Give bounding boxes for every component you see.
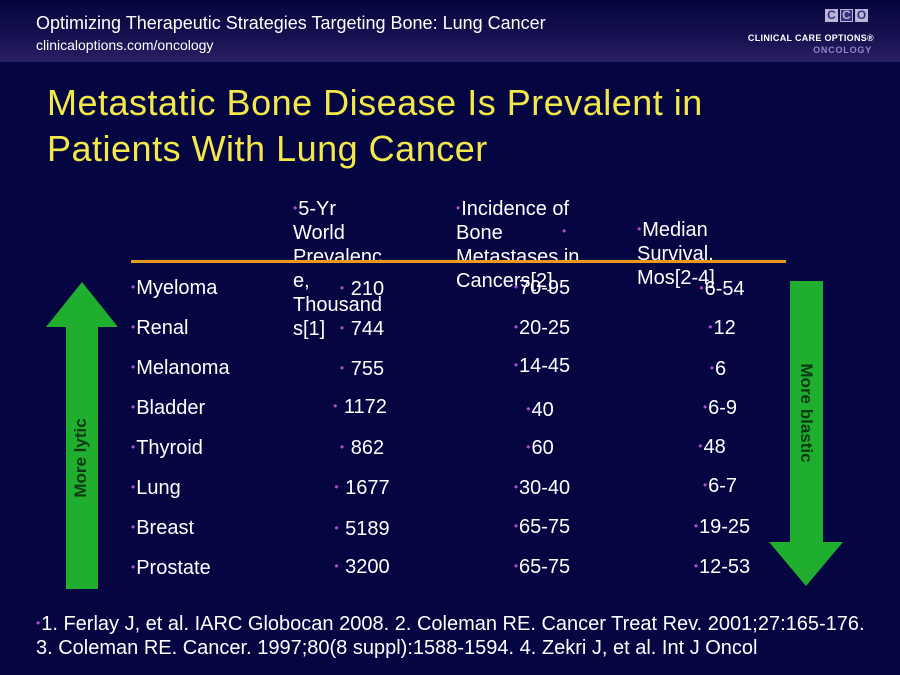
table-cell-incidence: •30-40 [513,477,571,499]
more-blastic-label: More blastic [797,363,816,463]
table-cell-survival: •19-25 [693,516,751,538]
table-cell-prevalence: • 1677 [334,477,390,499]
bullet-icon: • [702,400,708,414]
table-cell-incidence: •14-45 [513,355,571,377]
bullet-icon: • [513,280,519,294]
slide-header: Optimizing Therapeutic Strategies Target… [0,0,900,62]
table-cell-survival: •6-54 [699,278,745,300]
row-label-bladder: •Bladder [131,397,206,419]
bullet-icon: • [339,440,345,454]
bullet-icon: • [36,616,41,630]
bullet-icon: • [293,201,298,215]
table-cell-survival: •6-7 [702,475,738,497]
bullet-icon: • [513,519,519,533]
table-cell-incidence: •65-75 [513,516,571,538]
logo-letter: C [840,9,853,22]
bullet-icon: • [526,440,531,454]
table-cell-survival: •12 [708,317,736,339]
row-label-lung: •Lung [131,477,181,499]
bullet-icon: • [131,360,136,374]
up-arrow-icon [46,282,118,589]
bullet-icon: • [698,439,703,453]
bullet-icon: • [334,480,339,494]
cco-logo-mark: C C O [825,9,868,22]
bullet-icon: • [702,478,708,492]
table-cell-survival: •48 [698,436,726,458]
row-label-melanoma: •Melanoma [131,357,230,379]
table-cell-prevalence: • 862 [339,437,385,459]
bullet-icon: • [333,399,338,413]
bullet-icon: • [334,521,339,535]
bullet-icon: • [339,281,345,295]
row-label-prostate: •Prostate [131,557,211,579]
slide-title-line1: Metastatic Bone Disease Is Prevalent in [47,82,703,123]
table-cell-incidence: •65-75 [513,556,571,578]
bullet-icon: • [334,559,339,573]
table-cell-incidence: •70-95 [513,277,571,299]
logo-letter: C [825,9,838,22]
bullet-icon: • [693,559,699,573]
table-cell-survival: •6-9 [702,397,738,419]
bullet-icon: • [513,480,519,494]
table-cell-prevalence: • 1172 [333,396,387,418]
column-header-survival: •Median Survival, Mos[2-4] [637,219,715,289]
bullet-icon: • [513,320,519,334]
bullet-icon: • [131,560,136,574]
table-cell-survival: •6 [709,358,727,380]
bullet-icon: • [339,321,345,335]
bullet-icon: • [526,402,531,416]
column-header-incidence: •Incidence of Bone Metastases in Cancers… [456,198,580,292]
table-cell-incidence: •60 [526,437,554,459]
slide-title: Metastatic Bone Disease Is Prevalent in … [47,80,867,172]
logo-letter: O [855,8,868,22]
bullet-icon: • [131,440,136,454]
row-label-thyroid: •Thyroid [131,437,203,459]
table-cell-prevalence: • 755 [339,358,385,380]
row-label-myeloma: •Myeloma [131,277,218,299]
table-cell-prevalence: • 744 [339,318,385,340]
bullet-icon: • [339,361,345,375]
table-cell-prevalence: • 5189 [334,518,390,540]
bullet-icon: • [709,361,715,375]
bullet-icon: • [637,222,642,236]
header-divider [131,260,786,263]
bullet-icon: • [513,559,519,573]
bullet-icon: • [131,400,136,414]
more-lytic-label: More lytic [71,418,90,498]
bullet-icon: • [131,480,136,494]
references-footnote: •1. Ferlay J, et al. IARC Globocan 2008.… [36,613,865,659]
bullet-icon: • [131,320,136,334]
table-cell-survival: •12-53 [693,556,751,578]
bullet-icon: • [708,320,713,334]
slide-title-line2: Patients With Lung Cancer [47,128,488,169]
bullet-icon: • [699,281,704,295]
row-label-breast: •Breast [131,517,195,539]
header-url: clinicaloptions.com/oncology [36,37,214,53]
logo-subtitle: ONCOLOGY [813,45,872,55]
bullet-icon: • [562,224,567,238]
header-title: Optimizing Therapeutic Strategies Target… [36,13,546,33]
bullet-icon: • [513,358,519,372]
table-cell-prevalence: • 210 [339,278,385,300]
bullet-icon: • [693,519,699,533]
table-cell-prevalence: • 3200 [334,556,390,578]
bullet-icon: • [131,520,136,534]
table-cell-incidence: •20-25 [513,317,571,339]
table-cell-incidence: •40 [526,399,554,421]
down-arrow-icon [769,281,843,586]
bullet-icon: • [456,201,461,215]
logo-name: CLINICAL CARE OPTIONS® [747,33,874,43]
row-label-renal: •Renal [131,317,189,339]
bullet-icon: • [131,280,136,294]
